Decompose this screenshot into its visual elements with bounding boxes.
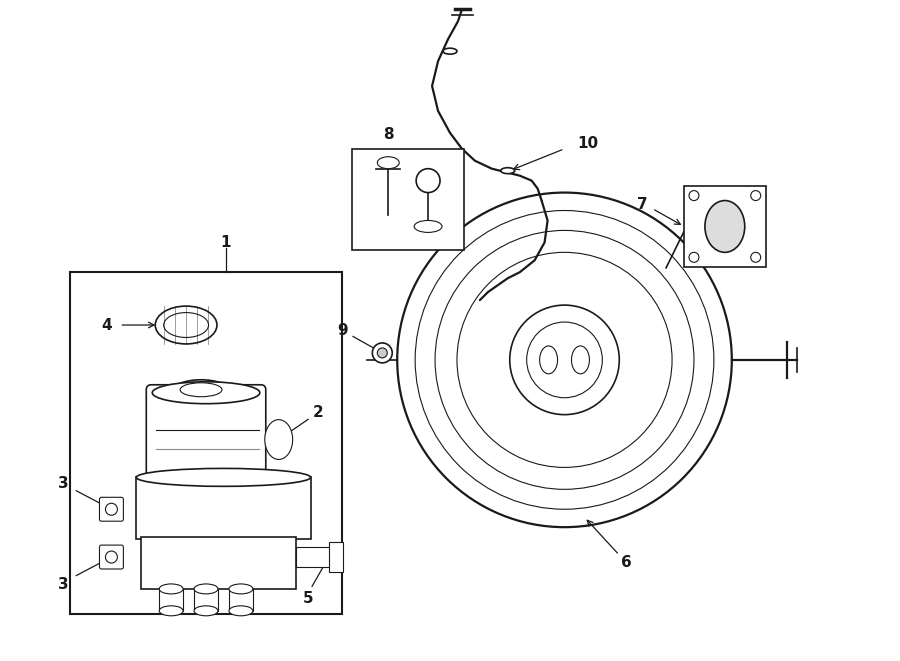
Bar: [69, 272, 343, 614]
Circle shape: [397, 192, 732, 527]
Text: 6: 6: [621, 555, 632, 570]
Bar: [296, 547, 330, 567]
Circle shape: [509, 305, 619, 414]
Ellipse shape: [194, 584, 218, 594]
Circle shape: [435, 231, 694, 489]
Ellipse shape: [229, 606, 253, 616]
Bar: [136, 477, 310, 539]
Text: 9: 9: [338, 323, 347, 338]
Circle shape: [105, 551, 117, 563]
Circle shape: [415, 210, 714, 509]
Ellipse shape: [540, 346, 557, 374]
Ellipse shape: [229, 584, 253, 594]
Ellipse shape: [377, 157, 400, 169]
Text: 3: 3: [58, 578, 69, 592]
Text: 5: 5: [303, 592, 314, 606]
Bar: [328, 542, 344, 572]
Ellipse shape: [194, 606, 218, 616]
Circle shape: [689, 190, 699, 200]
Circle shape: [105, 503, 117, 515]
Ellipse shape: [414, 221, 442, 233]
Bar: [159, 589, 183, 611]
Ellipse shape: [443, 48, 457, 54]
Ellipse shape: [174, 380, 229, 400]
FancyBboxPatch shape: [147, 385, 266, 485]
Circle shape: [751, 190, 760, 200]
Circle shape: [689, 253, 699, 262]
Ellipse shape: [705, 200, 745, 253]
Text: 10: 10: [578, 136, 599, 151]
Circle shape: [373, 343, 392, 363]
FancyBboxPatch shape: [100, 545, 123, 569]
Circle shape: [377, 348, 387, 358]
Text: 8: 8: [382, 128, 393, 142]
Ellipse shape: [159, 584, 183, 594]
Bar: [141, 537, 296, 589]
Bar: [194, 589, 218, 611]
Ellipse shape: [152, 382, 260, 404]
Text: 1: 1: [220, 235, 231, 250]
Ellipse shape: [180, 383, 222, 397]
Text: 3: 3: [58, 476, 69, 491]
Text: 7: 7: [637, 197, 647, 212]
Ellipse shape: [159, 606, 183, 616]
Bar: [353, 149, 464, 251]
Circle shape: [457, 253, 672, 467]
FancyBboxPatch shape: [100, 497, 123, 521]
Ellipse shape: [572, 346, 590, 374]
Ellipse shape: [265, 420, 292, 459]
Text: 2: 2: [313, 405, 324, 420]
Ellipse shape: [500, 168, 515, 174]
Circle shape: [751, 253, 760, 262]
Ellipse shape: [155, 306, 217, 344]
Ellipse shape: [164, 313, 209, 338]
Bar: [684, 186, 766, 267]
Ellipse shape: [136, 469, 310, 486]
Circle shape: [526, 322, 602, 398]
Text: 4: 4: [101, 317, 112, 332]
Bar: [229, 589, 253, 611]
Ellipse shape: [416, 169, 440, 192]
